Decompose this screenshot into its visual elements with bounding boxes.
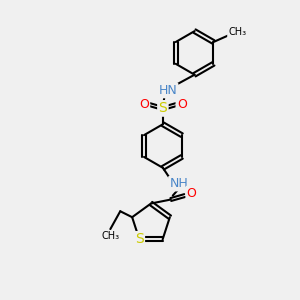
Text: NH: NH bbox=[169, 177, 188, 190]
Text: HN: HN bbox=[158, 84, 177, 97]
Text: S: S bbox=[158, 101, 167, 116]
Text: O: O bbox=[187, 187, 196, 200]
Text: O: O bbox=[139, 98, 149, 111]
Text: CH₃: CH₃ bbox=[101, 231, 119, 241]
Text: S: S bbox=[135, 232, 144, 246]
Text: O: O bbox=[177, 98, 187, 111]
Text: CH₃: CH₃ bbox=[228, 27, 246, 37]
